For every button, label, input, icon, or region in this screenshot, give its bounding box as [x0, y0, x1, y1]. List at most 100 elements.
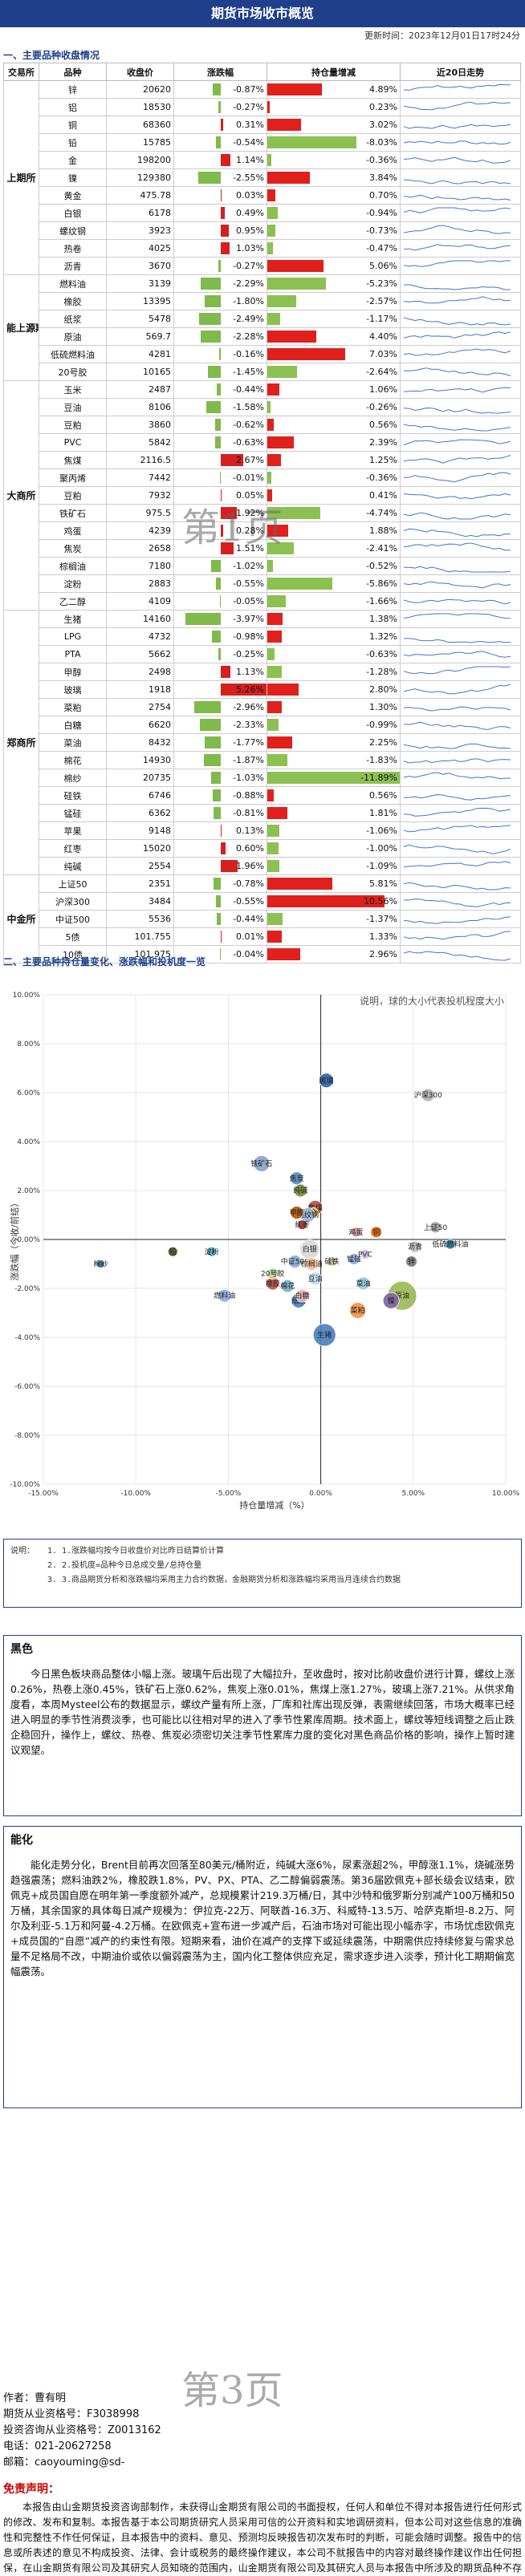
oi-value: 0.41%	[369, 490, 397, 501]
sparkline	[403, 347, 511, 355]
sparkline-path	[403, 771, 511, 779]
scatter-chart: 10.00% 8.00% 6.00% 4.00% 2.00% 0.00% -2.00% -4.…	[3, 971, 522, 1532]
oi-value: 1.88%	[369, 525, 397, 536]
close-price: 2487	[106, 380, 174, 399]
point-label: 纯碱	[293, 1186, 307, 1195]
data-point	[356, 1276, 370, 1291]
chart-annotation: 说明，球的大小代表投机程度大小	[360, 995, 504, 1007]
trend-cell	[400, 574, 521, 593]
sparkline	[403, 124, 511, 129]
sparkline	[403, 613, 511, 619]
close-price: 15020	[106, 839, 174, 858]
data-point	[348, 1252, 360, 1265]
close-price: 68360	[106, 116, 174, 134]
change-cell: -0.63%	[173, 433, 267, 452]
change-value: -0.16%	[233, 349, 264, 359]
trend-cell	[400, 380, 521, 399]
product-name: 黄金	[39, 186, 107, 205]
trend-cell	[400, 733, 521, 752]
energy-text: 能化走势分化，Brent目前再次回落至80美元/桶附近，纯碱大涨6%，尿素涨超2…	[10, 1859, 515, 1978]
change-value: -1.87%	[233, 755, 264, 765]
close-price: 4732	[106, 627, 174, 646]
sparkline-path	[403, 793, 511, 801]
product-name: 菜油	[39, 733, 107, 752]
data-point	[206, 1246, 218, 1257]
oi-value: -4.74%	[366, 508, 397, 518]
oi-value: 7.03%	[369, 349, 397, 359]
data-point	[280, 1279, 295, 1293]
table-row: 红枣 15020 0.60% -1.00%	[4, 839, 521, 858]
oi-bar	[267, 383, 279, 396]
oi-bar	[267, 489, 272, 501]
change-bar	[214, 419, 221, 431]
sparkline-path	[403, 260, 511, 267]
close-price: 2351	[106, 874, 174, 893]
change-value: -0.98%	[233, 631, 264, 642]
product-name: 锰硅	[39, 804, 107, 822]
point-label: 豆油	[308, 1274, 323, 1284]
sparkline-path	[403, 367, 511, 376]
product-name: 乙二醇	[39, 592, 107, 611]
y-tick-label: 4.00%	[17, 1138, 40, 1146]
sparkline	[403, 207, 511, 213]
oi-cell: -2.41%	[267, 539, 401, 558]
change-value: -0.87%	[233, 84, 264, 95]
oi-value: -0.47%	[366, 243, 397, 254]
point-label: 白银	[303, 1244, 317, 1254]
point-label: 上证50	[424, 1223, 448, 1232]
change-cell: -0.78%	[173, 874, 267, 893]
sparkline-path	[403, 316, 511, 326]
sparkline	[403, 528, 511, 538]
author-email[interactable]: 邮箱：caoyouming@sd-	[3, 2456, 125, 2468]
close-price: 14930	[106, 751, 174, 769]
x-tick-label: 0.00%	[309, 1490, 332, 1498]
oi-cell: 1.88%	[267, 521, 401, 540]
product-name: 纯碱	[39, 857, 107, 875]
sparkline-path	[403, 666, 511, 674]
change-value: -0.05%	[233, 596, 264, 606]
oi-value: 2.39%	[369, 437, 397, 448]
product-name: 5债	[39, 927, 107, 946]
sparkline	[403, 295, 511, 303]
change-bar	[220, 454, 244, 466]
change-value: 0.49%	[236, 208, 264, 218]
sparkline	[404, 637, 511, 643]
change-bar	[200, 278, 221, 290]
data-point	[409, 1240, 421, 1253]
change-cell: 1.03%	[173, 239, 267, 258]
energy-title: 能化	[10, 1834, 33, 1847]
change-cell: -1.58%	[173, 398, 267, 416]
oi-cell: 0.56%	[267, 786, 401, 805]
oi-cell: -5.23%	[267, 274, 401, 293]
product-name: 棉花	[39, 751, 107, 769]
author-phone: 电话：021-20627258	[3, 2440, 112, 2452]
oi-value: 4.89%	[369, 84, 397, 95]
sparkline-path	[403, 454, 511, 464]
point-label: 棉花	[280, 1281, 295, 1291]
oi-value: 0.56%	[369, 420, 397, 430]
change-value: -2.29%	[233, 278, 264, 289]
sparkline	[403, 721, 511, 730]
data-point	[421, 1088, 435, 1102]
trend-cell	[400, 363, 521, 381]
trend-cell	[400, 874, 521, 893]
table-row: 低硫燃料油 4281 -0.16% 7.03%	[4, 345, 521, 363]
trend-cell	[400, 504, 521, 522]
change-bar	[220, 225, 229, 237]
data-point	[349, 1302, 367, 1319]
change-cell: -0.88%	[173, 786, 267, 805]
change-cell: 0.31%	[173, 116, 267, 134]
oi-bar	[267, 895, 385, 907]
change-cell: -0.55%	[173, 574, 267, 593]
oi-cell: 7.03%	[267, 345, 401, 363]
change-bar	[218, 648, 221, 660]
point-label: 燃料油	[214, 1291, 235, 1300]
oi-bar	[267, 648, 275, 660]
oi-cell: 3.02%	[267, 116, 401, 134]
sparkline-path	[403, 387, 511, 392]
change-cell: -0.44%	[173, 910, 267, 928]
change-value: -1.45%	[233, 367, 264, 377]
trend-cell	[400, 186, 521, 205]
point-label: 铁矿石	[250, 1158, 272, 1168]
oi-bar	[267, 913, 283, 925]
